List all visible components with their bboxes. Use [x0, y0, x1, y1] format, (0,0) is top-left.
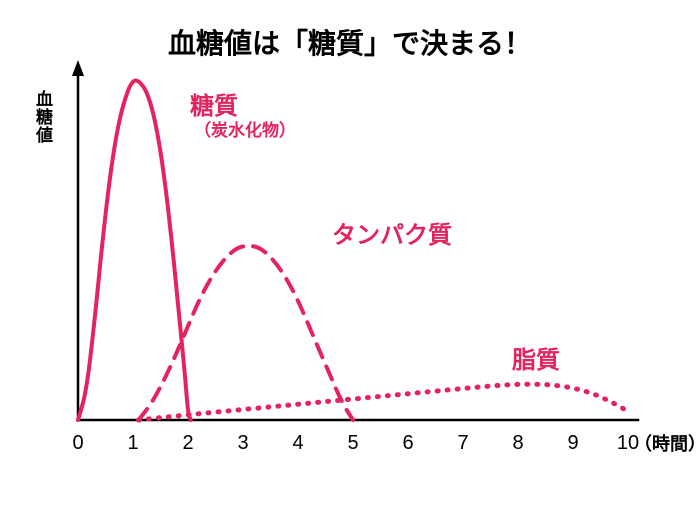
x-tick-9: 9: [567, 432, 578, 455]
x-tick-1: 1: [127, 432, 138, 455]
x-tick-5: 5: [347, 432, 358, 455]
x-tick-3: 3: [237, 432, 248, 455]
series-fat: [139, 384, 629, 420]
x-tick-8: 8: [512, 432, 523, 455]
x-tick-6: 6: [402, 432, 413, 455]
x-tick-4: 4: [292, 432, 303, 455]
x-tick-7: 7: [457, 432, 468, 455]
series-protein: [139, 246, 354, 420]
y-axis-arrow: [72, 60, 84, 76]
x-tick-10: 10: [617, 432, 639, 455]
chart-title: 血糖値は「糖質」で決まる！: [0, 22, 700, 62]
plot-area: [0, 0, 700, 505]
y-axis-label: 血糖値: [30, 90, 55, 144]
series-carbs: [78, 81, 191, 421]
x-axis-label: （時間）: [634, 430, 700, 456]
sublabel-carbs: （炭水化物）: [194, 116, 296, 141]
label-protein: タンパク質: [332, 215, 452, 250]
x-tick-0: 0: [72, 432, 83, 455]
chart-canvas: { "title": { "text": "血糖値は「糖質」で決まる！", "f…: [0, 0, 700, 505]
x-tick-2: 2: [182, 432, 193, 455]
label-fat: 脂質: [512, 340, 560, 375]
